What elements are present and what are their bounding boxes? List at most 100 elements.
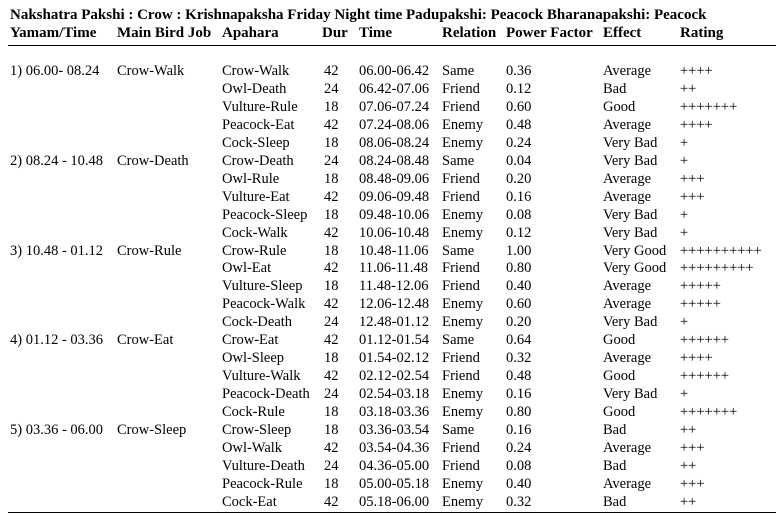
cell-power-factor: 1.00: [506, 242, 532, 259]
cell-yamam-time: 2) 08.24 - 10.48: [10, 152, 104, 169]
cell-apahara: Owl-Walk: [222, 439, 283, 456]
cell-relation: Friend: [442, 188, 480, 205]
cell-rating: +: [680, 314, 689, 331]
cell-time: 02.54-03.18: [359, 386, 430, 403]
cell-power-factor: 0.16: [506, 422, 532, 438]
cell-effect: Average: [603, 475, 652, 492]
cell-rating: ++: [680, 457, 697, 474]
header-power-factor: Power Factor: [506, 25, 593, 41]
cell-rating: ++: [680, 422, 697, 438]
cell-apahara: Cock-Walk: [222, 224, 288, 241]
cell-duration: 42: [324, 63, 339, 79]
cell-rating: +: [680, 386, 689, 403]
cell-time: 03.36-03.54: [359, 422, 430, 438]
cell-power-factor: 0.36: [506, 63, 532, 79]
cell-duration: 18: [324, 475, 339, 492]
cell-effect: Good: [603, 368, 636, 385]
cell-duration: 42: [324, 224, 339, 241]
cell-relation: Same: [442, 152, 475, 169]
cell-duration: 42: [324, 116, 339, 133]
table-row: Vulture-Death 24 04.36-05.00 Friend 0.08 Bad +…: [0, 457, 784, 475]
cell-apahara: Crow-Walk: [222, 63, 290, 79]
cell-power-factor: 0.20: [506, 314, 532, 331]
cell-duration: 18: [324, 170, 339, 187]
table-row: Owl-Eat 42 11.06-11.48 Friend 0.80 Very Good +…: [0, 259, 784, 277]
cell-time: 02.12-02.54: [359, 368, 430, 385]
cell-effect: Bad: [603, 493, 627, 510]
cell-duration: 18: [324, 206, 339, 223]
cell-apahara: Vulture-Sleep: [222, 278, 303, 295]
cell-effect: Very Bad: [603, 152, 658, 169]
cell-apahara: Cock-Eat: [222, 493, 277, 510]
cell-apahara: Vulture-Death: [222, 457, 305, 474]
cell-apahara: Peacock-Walk: [222, 296, 306, 313]
cell-time: 03.18-03.36: [359, 404, 430, 421]
cell-duration: 18: [324, 98, 339, 115]
table-row: Peacock-Sleep 18 09.48-10.06 Enemy 0.08 Very …: [0, 206, 784, 224]
cell-relation: Friend: [442, 368, 480, 385]
table-row: 4) 01.12 - 03.36 Crow-Eat Crow-Eat 42 01.12-…: [0, 331, 784, 349]
cell-relation: Enemy: [442, 404, 484, 421]
cell-time: 12.48-01.12: [359, 314, 430, 331]
table-row: Cock-Walk 42 10.06-10.48 Enemy 0.12 Very Bad +: [0, 224, 784, 242]
cell-duration: 24: [324, 81, 339, 97]
cell-relation: Enemy: [442, 314, 484, 331]
cell-power-factor: 0.64: [506, 332, 532, 349]
table-row: 5) 03.36 - 06.00 Crow-Sleep Crow-Sleep 18 03…: [0, 421, 784, 439]
cell-main-bird-job: Crow-Rule: [117, 242, 182, 259]
table-row: Peacock-Walk 42 12.06-12.48 Enemy 0.60 Averag…: [0, 295, 784, 313]
cell-rating: +++++++++: [680, 260, 754, 277]
cell-duration: 24: [324, 152, 339, 169]
cell-yamam-time: 1) 06.00- 08.24: [10, 63, 100, 79]
cell-effect: Very Bad: [603, 386, 658, 403]
page-title: Nakshatra Pakshi : Crow : Krishnapaksha …: [10, 7, 707, 23]
cell-relation: Friend: [442, 260, 480, 277]
cell-yamam-time: 4) 01.12 - 03.36: [10, 332, 104, 349]
header-effect: Effect: [603, 25, 642, 41]
table-row: Owl-Walk 42 03.54-04.36 Friend 0.24 Average ++…: [0, 439, 784, 457]
cell-effect: Good: [603, 404, 636, 421]
cell-apahara: Owl-Eat: [222, 260, 272, 277]
table-header: Yamam/Time Main Bird Job Apahara Dur Tim…: [0, 25, 784, 43]
cell-rating: +: [680, 152, 689, 169]
table-row: 1) 06.00- 08.24 Crow-Walk Crow-Walk 42 06.00…: [0, 62, 784, 80]
cell-power-factor: 0.08: [506, 457, 532, 474]
cell-duration: 18: [324, 350, 339, 367]
cell-relation: Friend: [442, 170, 480, 187]
header-yamam: Yamam/Time: [10, 25, 97, 41]
cell-rating: +++: [680, 170, 705, 187]
cell-time: 04.36-05.00: [359, 457, 430, 474]
cell-apahara: Owl-Sleep: [222, 350, 285, 367]
cell-relation: Friend: [442, 81, 480, 97]
cell-apahara: Owl-Rule: [222, 170, 280, 187]
cell-relation: Same: [442, 332, 475, 349]
cell-effect: Very Good: [603, 260, 667, 277]
cell-apahara: Peacock-Sleep: [222, 206, 308, 223]
cell-duration: 18: [324, 134, 339, 151]
cell-main-bird-job: Crow-Walk: [117, 63, 185, 79]
footer-divider: [8, 512, 776, 513]
cell-duration: 24: [324, 314, 339, 331]
header-rating: Rating: [680, 25, 724, 41]
cell-rating: ++++++: [680, 332, 730, 349]
cell-duration: 24: [324, 457, 339, 474]
cell-time: 08.24-08.48: [359, 152, 430, 169]
cell-duration: 42: [324, 493, 339, 510]
cell-power-factor: 0.48: [506, 116, 532, 133]
cell-rating: +: [680, 224, 689, 241]
cell-effect: Very Bad: [603, 206, 658, 223]
cell-relation: Same: [442, 242, 475, 259]
cell-duration: 42: [324, 439, 339, 456]
table-row: Cock-Sleep 18 08.06-08.24 Enemy 0.24 Very Bad…: [0, 134, 784, 152]
cell-relation: Enemy: [442, 493, 484, 510]
cell-apahara: Cock-Death: [222, 314, 293, 331]
table-row: Vulture-Rule 18 07.06-07.24 Friend 0.60 Good +…: [0, 98, 784, 116]
cell-time: 06.42-07.06: [359, 81, 430, 97]
cell-time: 10.48-11.06: [359, 242, 429, 259]
cell-power-factor: 0.40: [506, 278, 532, 295]
table-row: Peacock-Death 24 02.54-03.18 Enemy 0.16 Very …: [0, 385, 784, 403]
cell-relation: Enemy: [442, 224, 484, 241]
cell-time: 08.06-08.24: [359, 134, 430, 151]
